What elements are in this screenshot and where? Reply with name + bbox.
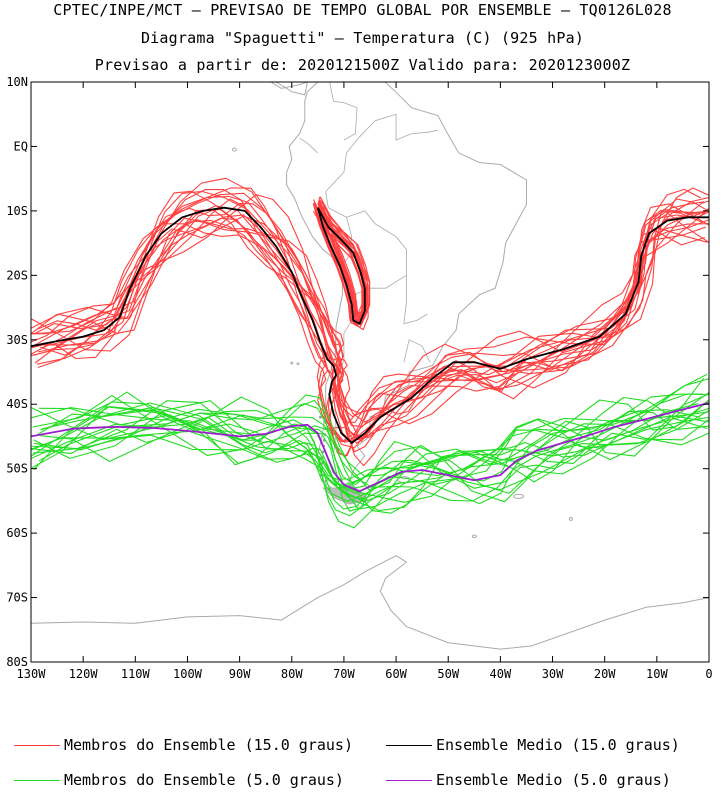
ensemble-member-line — [31, 409, 709, 510]
legend-label: Membros do Ensemble (5.0 graus) — [64, 771, 344, 789]
contour-lines — [31, 177, 709, 529]
ensemble-member-line — [31, 391, 709, 503]
ensemble-member-line — [31, 188, 701, 429]
ensemble-member-line — [33, 405, 709, 529]
coastline-central-america — [269, 82, 308, 96]
country-border — [299, 137, 319, 154]
x-tick-label: 50W — [437, 667, 459, 681]
x-tick-label: 10W — [646, 667, 668, 681]
legend-swatch — [14, 780, 60, 781]
x-tick-label: 100W — [173, 667, 203, 681]
island-outline — [296, 362, 300, 365]
x-tick-label: 120W — [69, 667, 99, 681]
ensemble-member-line — [31, 391, 709, 512]
plot-frame — [30, 81, 710, 663]
legend-swatch — [386, 780, 432, 781]
ensemble-member-line — [33, 393, 709, 503]
y-tick-label: 10N — [6, 75, 28, 89]
axes: 130W 120W 110W 100W 90W 80W 70W 60W 50W 40W 30W 20W… — [6, 75, 712, 681]
y-tick-label: 40S — [6, 397, 28, 411]
ensemble-mean-line — [31, 206, 709, 444]
ensemble-member-line — [41, 194, 709, 425]
y-tick-label: 70S — [6, 591, 28, 605]
x-tick-label: 30W — [542, 667, 564, 681]
x-tick-label: 20W — [594, 667, 616, 681]
x-tick-label: 70W — [333, 667, 355, 681]
ensemble-member-line — [40, 393, 709, 503]
coastline-map — [31, 82, 709, 650]
ensemble-mean-line — [31, 402, 709, 493]
legend-swatch — [14, 745, 60, 746]
legend-item-members-15: Membros do Ensemble (15.0 graus) — [14, 736, 353, 754]
chart-title: CPTEC/INPE/MCT – PREVISAO DE TEMPO GLOBA… — [53, 1, 672, 19]
ensemble-member-line — [31, 402, 699, 480]
ensemble-member-line — [31, 407, 701, 500]
legend-item-mean-5: Ensemble Medio (5.0 graus) — [386, 771, 671, 789]
ensemble-member-line — [31, 208, 709, 424]
archipelago-island — [319, 415, 322, 419]
legend-item-members-5: Membros do Ensemble (5.0 graus) — [14, 771, 344, 789]
y-tick-label: EQ — [14, 139, 28, 153]
island-outline — [568, 516, 573, 521]
ensemble-member-line — [31, 189, 709, 443]
y-tick-label: 80S — [6, 655, 28, 669]
country-border — [403, 339, 431, 363]
forecast-validity: Previsao a partir de: 2020121500Z Valido… — [94, 56, 631, 74]
ensemble-mean-line — [316, 207, 366, 325]
ensemble-member-line — [31, 203, 701, 442]
ensemble-member-line — [40, 395, 709, 486]
x-tick-label: 80W — [281, 667, 303, 681]
legend-label: Ensemble Medio (5.0 graus) — [436, 771, 671, 789]
legend-swatch — [386, 745, 432, 746]
country-border — [403, 275, 428, 325]
legend-label: Membros do Ensemble (15.0 graus) — [64, 736, 353, 754]
ensemble-member-line — [31, 396, 708, 514]
chart-subtitle: Diagrama "Spaguetti" – Temperatura (C) (… — [140, 29, 585, 47]
y-tick-label: 60S — [6, 526, 28, 540]
x-tick-label: 40W — [490, 667, 512, 681]
ensemble-member-line — [36, 192, 703, 444]
legend-item-mean-15: Ensemble Medio (15.0 graus) — [386, 736, 680, 754]
y-tick-label: 50S — [6, 462, 28, 476]
ensemble-member-line — [31, 403, 709, 491]
ensemble-member-line — [37, 187, 705, 443]
legend-label: Ensemble Medio (15.0 graus) — [436, 736, 680, 754]
y-tick-label: 10S — [6, 204, 28, 218]
ensemble-member-line — [33, 399, 709, 494]
x-tick-label: 90W — [229, 667, 251, 681]
x-tick-label: 60W — [385, 667, 407, 681]
x-tick-label: 130W — [17, 667, 47, 681]
ensemble-member-line — [36, 219, 708, 449]
island-outline — [471, 534, 477, 539]
ensemble-member-line — [31, 190, 707, 457]
y-tick-label: 20S — [6, 268, 28, 282]
ensemble-member-line — [314, 204, 364, 327]
ensemble-member-line — [35, 210, 709, 427]
coastline-antarctica — [31, 555, 709, 650]
country-border — [395, 114, 438, 141]
country-border — [346, 210, 407, 276]
coastline-south-america — [286, 82, 527, 494]
island-outline — [290, 361, 294, 365]
ensemble-member-line — [34, 177, 709, 453]
country-border — [329, 82, 358, 141]
x-tick-label: 110W — [121, 667, 151, 681]
island-outline — [231, 147, 237, 152]
island-outline — [513, 493, 525, 499]
x-tick-label: 0 — [705, 667, 712, 681]
y-tick-label: 30S — [6, 333, 28, 347]
